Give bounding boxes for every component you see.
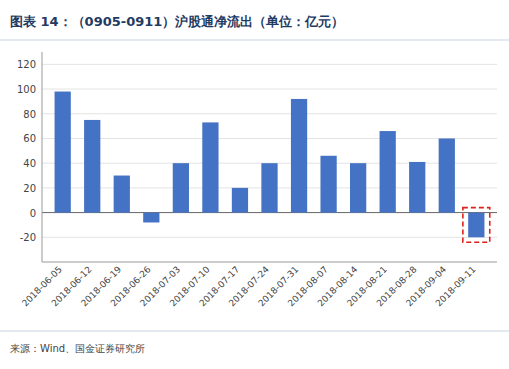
bar: [84, 120, 100, 213]
y-tick-label: -20: [20, 232, 36, 243]
bar: [320, 156, 336, 213]
bar: [55, 92, 71, 213]
bar: [439, 138, 455, 212]
highlight-box: [463, 208, 490, 243]
y-tick-label: 100: [17, 84, 36, 95]
bar: [409, 162, 425, 213]
background: [0, 0, 509, 369]
bar: [202, 122, 218, 212]
bar: [291, 99, 307, 213]
chart-title: 图表 14：（0905-0911）沪股通净流出（单位：亿元）: [10, 14, 344, 29]
grid-line: [42, 237, 497, 238]
y-tick-labels: -20 0 20 40 60 80 100 120: [17, 59, 36, 243]
y-tick-label: 0: [30, 208, 36, 219]
title-rule: [0, 40, 509, 41]
y-tick-label: 80: [23, 109, 36, 120]
source-rule: [0, 331, 509, 332]
y-tick-label: 60: [23, 133, 36, 144]
grid-line: [42, 89, 497, 90]
bar: [350, 163, 366, 212]
x-axis-line: [42, 262, 497, 263]
grid-line: [42, 64, 497, 65]
y-tick-label: 120: [17, 59, 36, 70]
chart-svg: 图表 14：（0905-0911）沪股通净流出（单位：亿元） -20 0 20 40 60…: [0, 0, 509, 369]
y-axis-line: [42, 52, 43, 262]
y-grid: [42, 64, 497, 237]
bar: [173, 163, 189, 212]
x-tick-labels: 2018-06-052018-06-122018-06-192018-06-26…: [20, 264, 478, 308]
grid-line: [42, 138, 497, 139]
y-tick-label: 40: [23, 158, 36, 169]
bar: [468, 213, 484, 238]
bars: [55, 92, 485, 238]
bar: [143, 213, 159, 223]
bar: [114, 176, 130, 213]
bar: [232, 188, 248, 213]
y-tick-label: 20: [23, 183, 36, 194]
x-tick-label: 2018-09-11: [434, 264, 478, 308]
source-note: 来源：Wind、国金证券研究所: [10, 343, 145, 354]
bar: [380, 131, 396, 213]
bar: [261, 163, 277, 212]
grid-line: [42, 113, 497, 114]
chart-container: 图表 14：（0905-0911）沪股通净流出（单位：亿元） -20 0 20 40 60…: [0, 0, 509, 369]
